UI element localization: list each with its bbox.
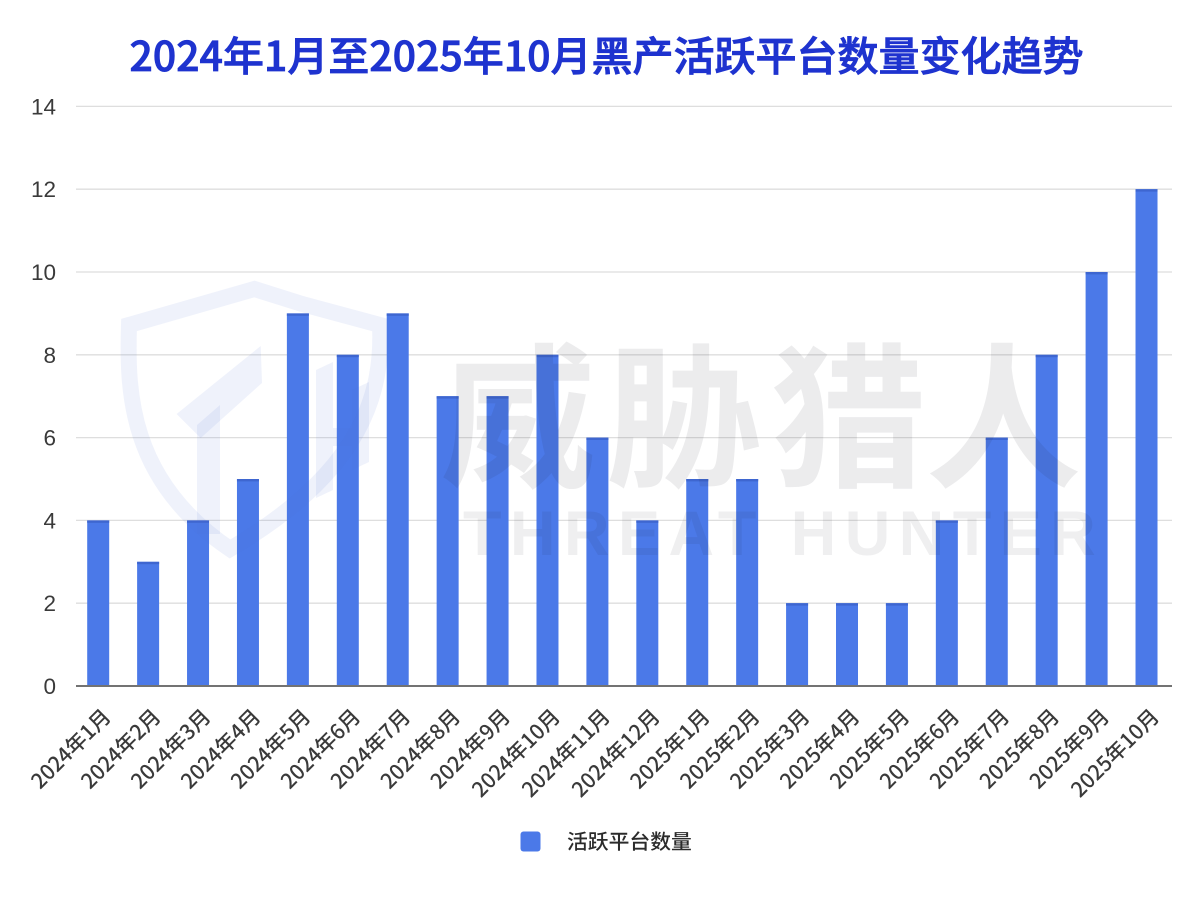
svg-text:14: 14 xyxy=(31,94,56,119)
svg-text:THREAT HUNTER: THREAT HUNTER xyxy=(463,499,1104,569)
svg-text:2: 2 xyxy=(43,591,56,616)
svg-text:8: 8 xyxy=(43,343,56,368)
svg-text:6: 6 xyxy=(43,426,56,451)
svg-text:4: 4 xyxy=(43,508,56,533)
svg-text:10: 10 xyxy=(31,260,56,285)
svg-text:0: 0 xyxy=(43,674,56,699)
svg-text:12: 12 xyxy=(31,177,56,202)
